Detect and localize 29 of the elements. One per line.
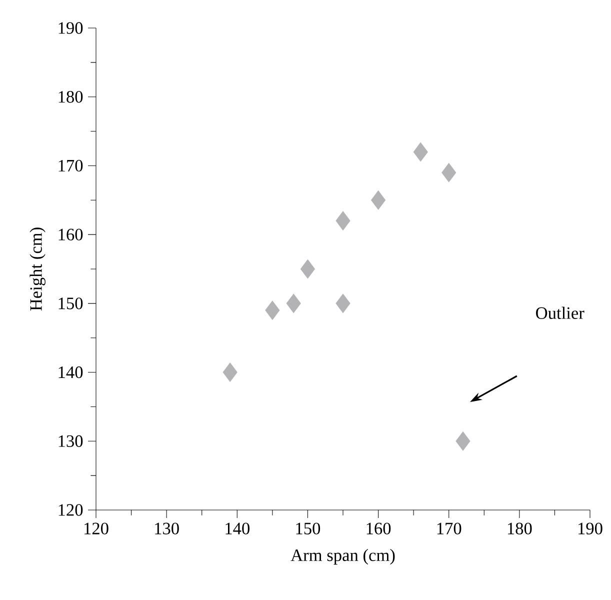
y-tick-label: 150 <box>58 298 83 310</box>
y-tick-label: 190 <box>58 22 83 34</box>
point <box>456 432 470 451</box>
point <box>413 142 428 162</box>
y-axis-title: Height (cm) <box>30 228 46 311</box>
point <box>265 300 280 320</box>
point <box>442 162 456 182</box>
x-axis-title: Arm span (cm) <box>290 548 395 565</box>
annotation: Outlier <box>536 306 584 319</box>
y-tick-label: 120 <box>58 504 83 516</box>
y-tick-label: 170 <box>58 160 83 172</box>
x-tick-label: 150 <box>296 522 320 534</box>
x-tick-label: 130 <box>155 522 179 534</box>
x-tick-label: 120 <box>84 522 108 534</box>
x-tick-label: 140 <box>226 522 250 534</box>
point <box>300 259 315 279</box>
point <box>222 362 238 382</box>
point <box>286 294 301 314</box>
y-tick-label: 180 <box>58 91 83 103</box>
y-tick-label: 140 <box>58 366 83 378</box>
y-tick-label: 160 <box>58 228 83 240</box>
point <box>371 190 386 210</box>
point <box>336 294 350 314</box>
x-tick-label: 190 <box>578 522 602 534</box>
x-tick-label: 160 <box>366 522 391 534</box>
y-tick-label: 130 <box>58 435 83 447</box>
point <box>336 211 350 230</box>
x-tick-label: 180 <box>508 522 532 534</box>
x-tick-label: 170 <box>437 522 462 534</box>
